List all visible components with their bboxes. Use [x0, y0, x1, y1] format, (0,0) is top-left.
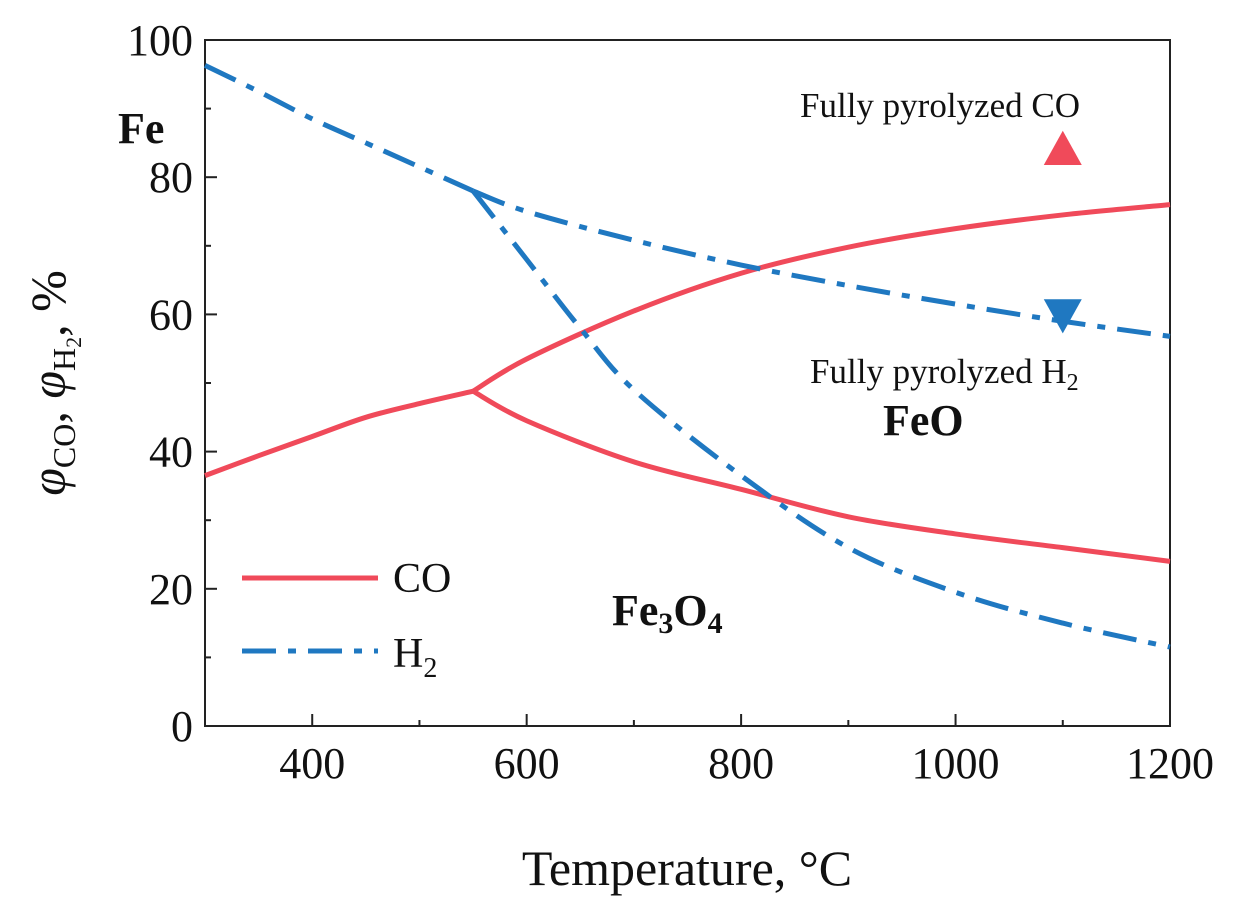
y-sep-1: ,: [20, 399, 76, 424]
series-co-feo-fe: [471, 202, 1171, 394]
fe3o4-sub-3: 3: [658, 607, 673, 640]
fe3o4-sub-4: 4: [708, 607, 723, 640]
fe3o4-o: O: [673, 586, 707, 635]
series-co-fe3o4-feo: [471, 389, 1171, 564]
fully-h2-sub: 2: [1067, 370, 1079, 396]
marker-fully-pyrolyzed-h2: [1043, 299, 1082, 334]
legend-h2-label: H2: [393, 631, 437, 684]
y-phi-2: φ: [20, 371, 76, 399]
y-axis-title: φCO, φH2, %: [20, 270, 86, 496]
region-label-fe3o4: Fe3O4: [612, 586, 723, 640]
marker-fully-pyrolyzed-co: [1043, 130, 1082, 165]
y-tick-label-40: 40: [149, 428, 193, 477]
legend: CO H2: [242, 556, 451, 684]
y-sep-2: , %: [20, 270, 76, 337]
y-sub-h: H: [46, 348, 82, 371]
series-h2-fe3o4-feo: [471, 189, 1171, 650]
fully-h2-text: Fully pyrolyzed H: [810, 352, 1067, 391]
x-tick-label-1000: 1000: [912, 739, 1000, 788]
y-phi-1: φ: [20, 468, 76, 496]
series-h2-fe3o4-fe: [203, 63, 475, 194]
annotation-fully-pyrolyzed-co: Fully pyrolyzed CO: [800, 86, 1080, 125]
y-axis-ticks: 0 20 40 60 80 100: [127, 16, 217, 751]
y-tick-label-20: 20: [149, 565, 193, 614]
region-label-fe-main: Fe: [118, 104, 164, 153]
x-tick-label-400: 400: [279, 739, 345, 788]
x-tick-label-1200: 1200: [1126, 739, 1214, 788]
marker-layer: [1043, 130, 1082, 334]
y-tick-label-0: 0: [171, 702, 193, 751]
annotation-fully-pyrolyzed-h2: Fully pyrolyzed H2: [810, 352, 1079, 396]
y-tick-label-60: 60: [149, 290, 193, 339]
y-tick-label-100: 100: [127, 16, 193, 65]
x-tick-label-800: 800: [708, 739, 774, 788]
legend-co-label: CO: [393, 556, 451, 602]
y-sub-h-2: 2: [61, 337, 86, 348]
fe3o4-fe: Fe: [612, 586, 658, 635]
x-axis-ticks: 400 600 800 1000 1200: [279, 714, 1214, 788]
legend-h2-sub: 2: [423, 653, 437, 684]
series-co-fe3o4-fe: [204, 388, 474, 478]
y-tick-label-80: 80: [149, 153, 193, 202]
region-label-feo: FeO: [883, 396, 964, 445]
legend-h2-letter: H: [393, 631, 423, 677]
x-axis-title: Temperature, °C: [522, 840, 852, 896]
x-tick-label-600: 600: [494, 739, 560, 788]
y-sub-co: CO: [46, 424, 82, 468]
